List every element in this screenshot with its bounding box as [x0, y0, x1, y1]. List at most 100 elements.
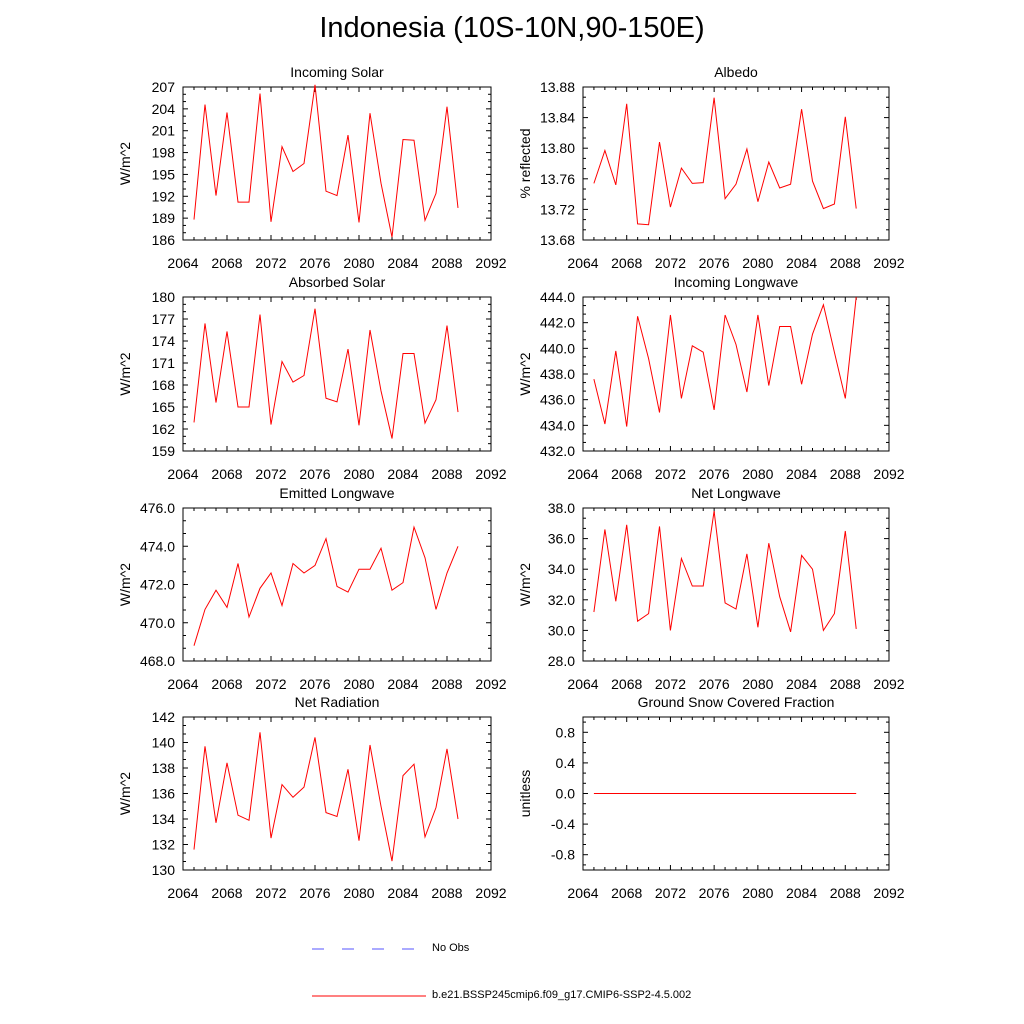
- y-tick-label: 189: [152, 210, 176, 226]
- panel-title: Incoming Solar: [290, 64, 384, 80]
- x-tick-label: 2076: [699, 676, 730, 692]
- x-tick-label: 2084: [387, 255, 418, 271]
- x-tick-label: 2068: [211, 255, 242, 271]
- y-tick-label: 132: [152, 837, 176, 853]
- y-tick-label: 13.68: [540, 232, 575, 248]
- x-tick-label: 2080: [742, 466, 773, 482]
- x-tick-label: 2084: [387, 466, 418, 482]
- x-tick-label: 2076: [299, 885, 330, 901]
- x-tick-label: 2072: [255, 676, 286, 692]
- x-tick-label: 2092: [873, 255, 904, 271]
- x-tick-label: 2080: [343, 885, 374, 901]
- y-tick-label: 130: [152, 862, 176, 878]
- x-tick-label: 2084: [786, 676, 817, 692]
- x-tick-label: 2068: [211, 676, 242, 692]
- panel-net-radiation: Net Radiation W/m^2 2064 2068 2072 2076 2080 20…: [117, 694, 507, 901]
- plot-frame: [182, 296, 492, 452]
- y-tick-label: 162: [152, 421, 176, 437]
- x-tick-label: 2084: [786, 466, 817, 482]
- y-tick-label: 186: [152, 232, 176, 248]
- x-tick-label: 2068: [611, 676, 642, 692]
- y-tick-label: 142: [152, 709, 176, 725]
- y-axis-label: W/m^2: [117, 142, 133, 185]
- x-tick-label: 2064: [567, 885, 598, 901]
- x-tick-label: 2080: [343, 676, 374, 692]
- x-tick-label: 2064: [167, 466, 198, 482]
- x-tick-label: 2064: [567, 466, 598, 482]
- y-tick-label: 195: [152, 166, 176, 182]
- y-tick-label: 474.0: [140, 538, 175, 554]
- plot-frame: [182, 86, 492, 241]
- x-tick-label: 2072: [655, 255, 686, 271]
- x-tick-label: 2088: [830, 885, 861, 901]
- series-line: [593, 511, 857, 633]
- plot-frame: [582, 86, 890, 241]
- x-tick-label: 2072: [255, 466, 286, 482]
- x-tick-label: 2084: [786, 885, 817, 901]
- x-tick-label: 2064: [567, 676, 598, 692]
- x-tick-label: 2084: [387, 885, 418, 901]
- x-tick-label: 2064: [167, 255, 198, 271]
- y-tick-label: 207: [152, 79, 176, 95]
- x-tick-label: 2088: [431, 885, 462, 901]
- x-tick-label: 2068: [211, 466, 242, 482]
- y-tick-label: 198: [152, 145, 176, 161]
- series-line: [593, 296, 857, 427]
- x-tick-label: 2076: [699, 255, 730, 271]
- panel-net-longwave: Net Longwave W/m^2 2064 2068 2072 2076 2080 208…: [517, 485, 905, 692]
- y-tick-label: 436.0: [540, 392, 575, 408]
- panel-incoming-solar: Incoming Solar W/m^2 2064 2068 2072 2076 2080 2…: [117, 64, 507, 271]
- y-tick-label: 159: [152, 443, 176, 459]
- y-tick-label: 174: [152, 333, 176, 349]
- panel-absorbed-solar: Absorbed Solar W/m^2 2064 2068 2072 2076 2080 2…: [117, 274, 507, 482]
- x-tick-label: 2092: [475, 885, 506, 901]
- y-tick-label: 472.0: [140, 577, 175, 593]
- x-tick-label: 2064: [167, 885, 198, 901]
- x-tick-label: 2088: [431, 466, 462, 482]
- y-tick-label: 0.8: [556, 724, 576, 740]
- y-tick-label: 13.76: [540, 171, 575, 187]
- panel-title: Absorbed Solar: [289, 274, 386, 290]
- figure-title: Indonesia (10S-10N,90-150E): [319, 12, 705, 44]
- y-tick-label: 201: [152, 123, 176, 139]
- y-tick-label: 134: [152, 811, 176, 827]
- panel-title: Ground Snow Covered Fraction: [638, 694, 835, 710]
- x-tick-label: 2084: [387, 676, 418, 692]
- x-tick-label: 2068: [611, 255, 642, 271]
- y-axis-label: W/m^2: [517, 352, 533, 395]
- y-tick-label: 13.72: [540, 201, 575, 217]
- x-tick-label: 2088: [830, 676, 861, 692]
- series-line: [193, 308, 459, 439]
- plot-frame: [582, 507, 890, 662]
- panel-incoming-longwave: Incoming Longwave W/m^2 2064 2068 2072 2076 20…: [517, 274, 905, 482]
- x-tick-label: 2068: [611, 885, 642, 901]
- y-tick-label: 138: [152, 760, 176, 776]
- y-axis-label: W/m^2: [117, 772, 133, 815]
- y-tick-label: 432.0: [540, 443, 575, 459]
- x-tick-label: 2080: [742, 255, 773, 271]
- y-tick-label: 177: [152, 311, 176, 327]
- y-tick-label: 36.0: [548, 531, 575, 547]
- x-tick-label: 2076: [699, 885, 730, 901]
- y-tick-label: 171: [152, 355, 176, 371]
- y-tick-label: 476.0: [140, 500, 175, 516]
- series-line: [193, 84, 459, 238]
- x-tick-label: 2072: [655, 466, 686, 482]
- x-tick-label: 2072: [255, 885, 286, 901]
- x-tick-label: 2076: [699, 466, 730, 482]
- x-tick-label: 2092: [475, 255, 506, 271]
- y-axis-label: % reflected: [517, 128, 533, 198]
- x-tick-label: 2080: [742, 885, 773, 901]
- x-tick-label: 2092: [475, 676, 506, 692]
- y-tick-label: 438.0: [540, 366, 575, 382]
- y-tick-label: 28.0: [548, 653, 575, 669]
- panel-title: Emitted Longwave: [279, 485, 394, 501]
- y-tick-label: 140: [152, 735, 176, 751]
- x-tick-label: 2072: [255, 255, 286, 271]
- y-tick-label: 442.0: [540, 315, 575, 331]
- y-tick-label: 165: [152, 399, 176, 415]
- x-tick-label: 2068: [211, 885, 242, 901]
- x-tick-label: 2076: [299, 466, 330, 482]
- x-tick-label: 2080: [343, 466, 374, 482]
